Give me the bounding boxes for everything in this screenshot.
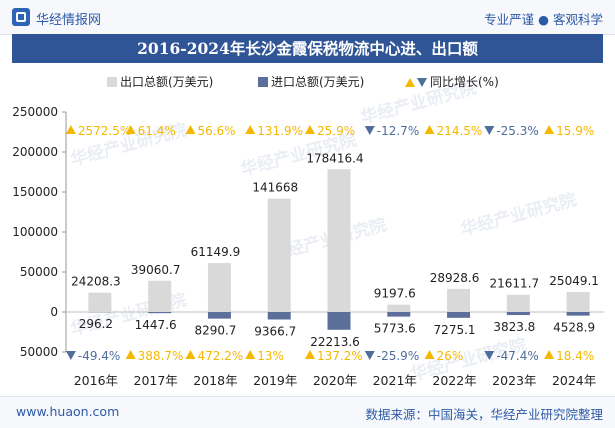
import-bar [507, 312, 530, 315]
y-tick-label: 50000 [20, 265, 58, 279]
legend-down-triangle-icon [417, 78, 427, 87]
x-category-label: 2019年 [253, 373, 297, 388]
export-value-label: 24208.3 [71, 275, 121, 289]
x-category-label: 2021年 [373, 373, 417, 388]
growth-up-icon [425, 350, 435, 359]
export-bar [328, 169, 351, 312]
export-value-label: 141668 [252, 181, 298, 195]
export-bar [88, 293, 111, 312]
export-value-label: 28928.6 [430, 271, 480, 285]
x-category-label: 2016年 [74, 373, 118, 388]
import-bar [208, 312, 231, 319]
website-link[interactable]: www.huaon.com [16, 404, 119, 419]
x-category-label: 2017年 [134, 373, 178, 388]
export-value-label: 39060.7 [131, 263, 181, 277]
export-growth-label: 25.9% [317, 124, 355, 138]
import-bar [268, 312, 291, 319]
y-tick-label: 50000 [20, 345, 58, 359]
export-value-label: 9197.6 [374, 287, 416, 301]
legend-label-export: 出口总额(万美元) [120, 75, 213, 89]
x-category-label: 2022年 [432, 373, 476, 388]
legend-label-import: 进口总额(万美元) [271, 75, 364, 89]
export-growth-label: 131.9% [257, 124, 303, 138]
import-value-label: 296.2 [79, 317, 113, 331]
growth-down-icon [484, 126, 494, 135]
export-bar [387, 305, 410, 312]
export-bar [567, 292, 590, 312]
import-value-label: 4528.9 [553, 321, 595, 335]
export-value-label: 61149.9 [191, 245, 241, 259]
export-growth-label: 61.4% [138, 124, 176, 138]
import-value-label: 5773.6 [374, 322, 416, 336]
data-source: 数据来源：中国海关，华经产业研究院整理 [365, 404, 603, 423]
growth-up-icon [245, 350, 255, 359]
export-bar [447, 289, 470, 312]
import-growth-label: 388.7% [138, 349, 184, 363]
import-bar [328, 312, 351, 330]
legend-up-triangle-icon [405, 78, 415, 87]
chart-canvas: 华经产业研究院华经产业研究院华经产业研究院华经产业研究院华经产业研究院华经产业研… [0, 0, 615, 396]
x-category-label: 2020年 [313, 373, 357, 388]
import-bar [447, 312, 470, 318]
footer-bar: www.huaon.com 数据来源：中国海关，华经产业研究院整理 [0, 396, 615, 428]
export-bar [148, 281, 171, 312]
export-bar [507, 295, 530, 312]
import-growth-label: 472.2% [197, 349, 243, 363]
y-tick-label: 0 [50, 305, 58, 319]
import-growth-label: -49.4% [78, 349, 120, 363]
import-bar [148, 312, 171, 313]
import-growth-label: -47.4% [496, 349, 538, 363]
y-tick-label: 200000 [12, 145, 58, 159]
export-growth-label: -12.7% [377, 124, 419, 138]
import-growth-label: 18.4% [556, 349, 594, 363]
import-growth-label: 26% [437, 349, 464, 363]
growth-down-icon [66, 351, 76, 360]
y-tick-label: 150000 [12, 185, 58, 199]
import-growth-label: -25.9% [377, 349, 419, 363]
export-growth-label: 2572.5% [78, 124, 131, 138]
y-tick-label: 250000 [12, 105, 58, 119]
growth-up-icon [425, 125, 435, 134]
growth-up-icon [544, 125, 554, 134]
legend-swatch-import [258, 77, 268, 87]
export-growth-label: 15.9% [556, 124, 594, 138]
growth-up-icon [305, 350, 315, 359]
export-value-label: 178416.4 [306, 151, 363, 165]
growth-up-icon [126, 350, 136, 359]
y-tick-label: 100000 [12, 225, 58, 239]
export-value-label: 21611.7 [490, 277, 540, 291]
x-category-label: 2018年 [193, 373, 237, 388]
legend-swatch-export [107, 77, 117, 87]
growth-up-icon [185, 125, 195, 134]
import-growth-label: 13% [257, 349, 284, 363]
x-category-label: 2024年 [552, 373, 596, 388]
export-bar [208, 263, 231, 312]
growth-up-icon [544, 350, 554, 359]
import-value-label: 7275.1 [434, 323, 476, 337]
import-value-label: 9366.7 [254, 324, 296, 338]
export-growth-label: -25.3% [496, 124, 538, 138]
import-value-label: 3823.8 [493, 320, 535, 334]
import-value-label: 22213.6 [310, 335, 360, 349]
growth-up-icon [185, 350, 195, 359]
watermark-text: 华经产业研究院 [458, 189, 578, 240]
import-bar [567, 312, 590, 316]
import-value-label: 1447.6 [135, 318, 177, 332]
import-growth-label: 137.2% [317, 349, 363, 363]
growth-down-icon [365, 126, 375, 135]
growth-up-icon [66, 125, 76, 134]
growth-up-icon [245, 125, 255, 134]
legend-label-growth: 同比增长(%) [430, 75, 499, 89]
growth-up-icon [305, 125, 315, 134]
export-value-label: 25049.1 [549, 274, 599, 288]
export-growth-label: 214.5% [437, 124, 483, 138]
x-category-label: 2023年 [492, 373, 536, 388]
export-growth-label: 56.6% [197, 124, 235, 138]
import-value-label: 8290.7 [194, 324, 236, 338]
export-bar [268, 199, 291, 312]
growth-down-icon [365, 351, 375, 360]
import-bar [387, 312, 410, 317]
